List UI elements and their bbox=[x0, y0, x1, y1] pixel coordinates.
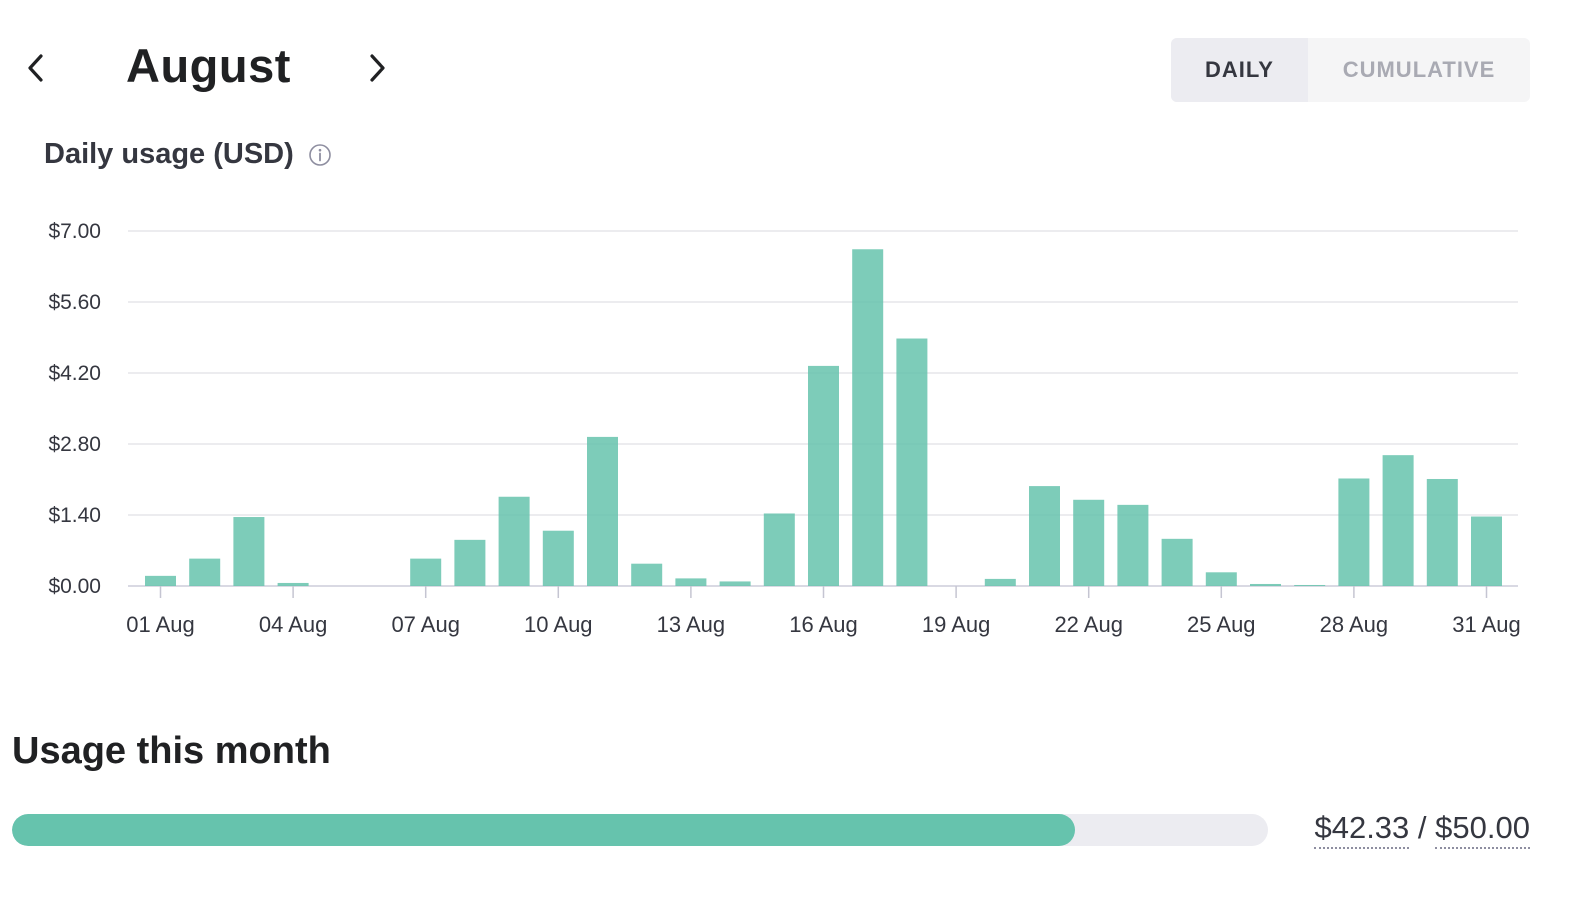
y-tick-label: $1.40 bbox=[48, 504, 101, 527]
bar-26-aug[interactable] bbox=[1250, 583, 1281, 586]
month-title: August bbox=[126, 39, 291, 92]
chart-title: Daily usage (USD) bbox=[44, 138, 294, 170]
bar-23-aug[interactable] bbox=[1117, 504, 1149, 586]
bar-16-aug[interactable] bbox=[808, 365, 839, 586]
y-tick-label: $7.00 bbox=[48, 220, 101, 243]
bar-14-aug[interactable] bbox=[719, 581, 751, 586]
x-tick-label: 10 Aug bbox=[524, 612, 593, 637]
y-tick-label: $5.60 bbox=[48, 291, 101, 314]
bar-17-aug[interactable] bbox=[852, 249, 884, 586]
cumulative-toggle-button[interactable]: CUMULATIVE bbox=[1342, 57, 1496, 82]
x-tick-label: 25 Aug bbox=[1187, 612, 1256, 637]
bar-13-aug[interactable] bbox=[675, 578, 707, 586]
chevron-left-icon bbox=[28, 54, 43, 82]
x-tick-label: 31 Aug bbox=[1452, 612, 1521, 637]
usage-limit-amount[interactable]: $50.00 bbox=[1435, 810, 1530, 849]
y-tick-label: $2.80 bbox=[48, 433, 101, 456]
x-tick-label: 22 Aug bbox=[1054, 612, 1123, 637]
usage-progress-bar bbox=[12, 814, 1268, 846]
x-tick-label: 28 Aug bbox=[1320, 612, 1389, 637]
bar-15-aug[interactable] bbox=[763, 513, 795, 586]
info-icon[interactable] bbox=[308, 143, 332, 167]
x-tick-label: 04 Aug bbox=[259, 612, 328, 637]
bar-01-aug[interactable] bbox=[145, 575, 176, 586]
usage-separator: / bbox=[1417, 810, 1427, 845]
x-tick-label: 13 Aug bbox=[657, 612, 726, 637]
previous-month-button[interactable] bbox=[16, 46, 56, 90]
bar-10-aug[interactable] bbox=[542, 530, 574, 586]
x-tick-label: 01 Aug bbox=[126, 612, 195, 637]
bar-27-aug[interactable] bbox=[1294, 584, 1326, 586]
x-tick-label: 16 Aug bbox=[789, 612, 858, 637]
daily-usage-chart: $0.00 $1.40 $2.80 $4.20 $5.60 $7.00 01 Aug 04 A… bbox=[48, 220, 1521, 637]
bar-22-aug[interactable] bbox=[1073, 499, 1105, 586]
bar-07-aug[interactable] bbox=[410, 558, 442, 586]
bar-25-aug[interactable] bbox=[1205, 572, 1237, 586]
usage-title: Usage this month bbox=[12, 730, 331, 772]
bar-30-aug[interactable] bbox=[1426, 478, 1458, 586]
bar-18-aug[interactable] bbox=[896, 338, 928, 586]
y-tick-label: $0.00 bbox=[48, 575, 101, 598]
x-tick-label: 07 Aug bbox=[391, 612, 460, 637]
bar-11-aug[interactable] bbox=[587, 436, 618, 586]
next-month-button[interactable] bbox=[357, 46, 397, 90]
bar-02-aug[interactable] bbox=[189, 558, 221, 586]
bar-04-aug[interactable] bbox=[277, 582, 309, 586]
y-tick-label: $4.20 bbox=[48, 362, 101, 385]
x-tick-label: 19 Aug bbox=[922, 612, 991, 637]
bar-12-aug[interactable] bbox=[631, 563, 663, 586]
usage-amount: $42.33 / $50.00 bbox=[1314, 810, 1530, 849]
bar-31-aug[interactable] bbox=[1471, 516, 1502, 586]
usage-used-amount[interactable]: $42.33 bbox=[1314, 810, 1410, 849]
view-toggle: DAILY CUMULATIVE bbox=[1171, 38, 1530, 102]
usage-progress-fill bbox=[12, 814, 1076, 846]
bar-28-aug[interactable] bbox=[1338, 478, 1370, 586]
bar-29-aug[interactable] bbox=[1382, 455, 1414, 586]
bar-08-aug[interactable] bbox=[454, 539, 486, 586]
daily-toggle-button[interactable]: DAILY bbox=[1171, 38, 1308, 102]
bar-24-aug[interactable] bbox=[1161, 538, 1193, 586]
chevron-right-icon bbox=[370, 54, 385, 82]
bar-21-aug[interactable] bbox=[1029, 486, 1060, 586]
bar-20-aug[interactable] bbox=[984, 578, 1016, 586]
bar-03-aug[interactable] bbox=[233, 517, 265, 586]
bar-09-aug[interactable] bbox=[498, 496, 530, 586]
